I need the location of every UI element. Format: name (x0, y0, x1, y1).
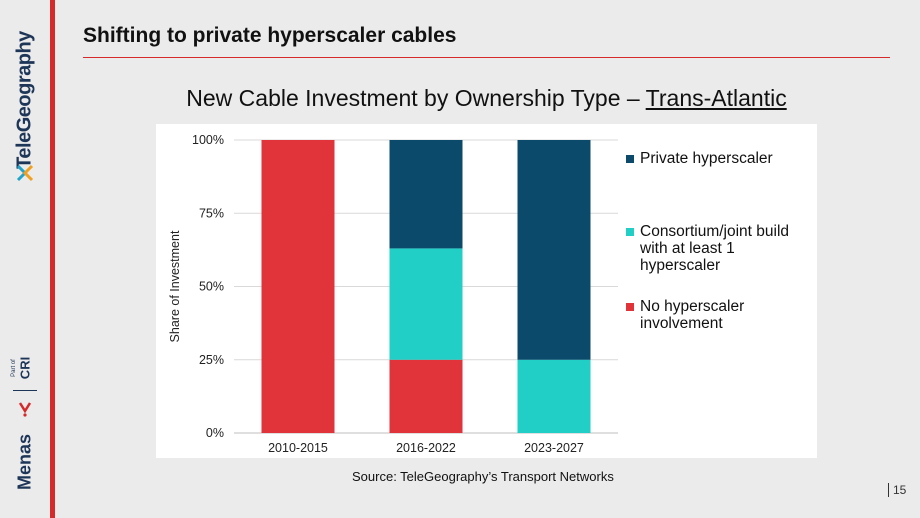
x-tick-label: 2010-2015 (268, 441, 328, 455)
x-tick-label: 2016-2022 (396, 441, 456, 455)
bar-segment (261, 140, 335, 433)
telegeography-mark-icon (16, 164, 34, 182)
bar-segment (517, 140, 591, 360)
y-tick-label: 50% (199, 280, 224, 294)
y-axis-label: Share of Investment (168, 230, 182, 342)
bar-segment (389, 248, 463, 360)
legend-swatch (626, 303, 634, 311)
stacked-bar-chart: 0% 25% 50% 75% 100% Share of Investment 2010-2… (168, 133, 618, 455)
legend-label: Consortium/joint build with at least 1 h… (640, 223, 790, 274)
accent-bar (50, 0, 55, 518)
legend-swatch (626, 155, 634, 163)
menas-arrows-icon (18, 402, 32, 417)
y-tick-label: 75% (199, 206, 224, 220)
slide-title: Shifting to private hyperscaler cables (83, 24, 457, 47)
bar-segment (517, 359, 591, 433)
sidebar: TeleGeography CRI Part of Menas (0, 0, 50, 518)
bar-segment (389, 140, 463, 249)
chart-title-main: New Cable Investment by Ownership Type – (186, 85, 646, 111)
cri-logo: CRI (17, 356, 33, 380)
x-tick-label: 2023-2027 (524, 441, 584, 455)
logo-separator (13, 390, 37, 391)
page-number: 15 (888, 483, 906, 497)
chart-area: 0% 25% 50% 75% 100% Share of Investment 2010-2… (156, 124, 817, 458)
legend-swatch (626, 228, 634, 236)
y-tick-label: 0% (206, 426, 224, 440)
legend-label: Private hyperscaler (640, 150, 773, 167)
y-tick-label: 25% (199, 353, 224, 367)
chart-title-region: Trans-Atlantic (645, 85, 787, 111)
part-of-label: Part of (11, 359, 17, 377)
legend-label: No hyperscaler involvement (640, 298, 745, 332)
source-note: Source: TeleGeography’s Transport Networ… (352, 469, 614, 484)
y-tick-label: 100% (192, 133, 224, 147)
title-divider (83, 57, 890, 58)
bar-segment (389, 359, 463, 433)
menas-logo: Menas (14, 433, 35, 491)
chart-title: New Cable Investment by Ownership Type –… (0, 85, 920, 112)
